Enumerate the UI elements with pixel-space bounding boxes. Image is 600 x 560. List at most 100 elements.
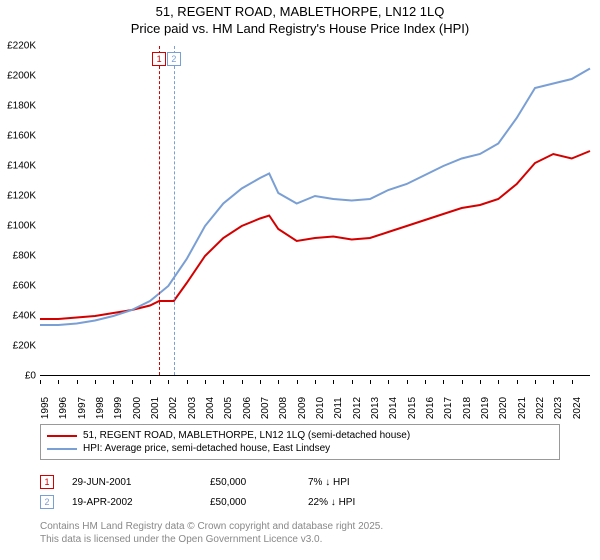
x-tick-label: 2010: [315, 397, 326, 419]
legend: 51, REGENT ROAD, MABLETHORPE, LN12 1LQ (…: [40, 424, 560, 460]
x-tick-label: 2009: [297, 397, 308, 419]
x-tick: [58, 380, 59, 384]
y-tick-label: £180K: [7, 101, 36, 112]
y-tick-label: £80K: [13, 251, 36, 262]
x-tick: [443, 380, 444, 384]
x-tick: [223, 380, 224, 384]
footer-attribution: Contains HM Land Registry data © Crown c…: [40, 520, 383, 546]
chart-container: 51, REGENT ROAD, MABLETHORPE, LN12 1LQ P…: [0, 0, 600, 560]
x-tick-label: 2003: [187, 397, 198, 419]
x-tick: [407, 380, 408, 384]
legend-label: 51, REGENT ROAD, MABLETHORPE, LN12 1LQ (…: [83, 430, 410, 441]
legend-row: HPI: Average price, semi-detached house,…: [47, 442, 553, 455]
x-tick: [132, 380, 133, 384]
data-point-row: 1 29-JUN-2001 £50,000 7% ↓ HPI: [40, 472, 560, 492]
data-point-marker: 2: [40, 495, 54, 509]
x-axis-labels: 1995 1996 1997 1998 1999 2000 2001 2002 2003 2004…: [40, 380, 590, 420]
x-tick: [572, 380, 573, 384]
x-tick-label: 1996: [58, 397, 69, 419]
x-tick-label: 2008: [278, 397, 289, 419]
x-tick: [40, 380, 41, 384]
x-tick: [553, 380, 554, 384]
x-tick: [462, 380, 463, 384]
x-tick-label: 2023: [553, 397, 564, 419]
x-tick-label: 2019: [480, 397, 491, 419]
x-tick-label: 2007: [260, 397, 271, 419]
footer-line-1: Contains HM Land Registry data © Crown c…: [40, 520, 383, 533]
x-tick: [205, 380, 206, 384]
x-tick-label: 2012: [352, 397, 363, 419]
x-tick-label: 2024: [572, 397, 583, 419]
x-tick: [77, 380, 78, 384]
x-tick-label: 2015: [407, 397, 418, 419]
x-tick: [168, 380, 169, 384]
x-tick: [480, 380, 481, 384]
legend-swatch: [47, 435, 77, 437]
y-tick-label: £20K: [13, 341, 36, 352]
x-tick: [187, 380, 188, 384]
x-tick: [150, 380, 151, 384]
x-tick-label: 1998: [95, 397, 106, 419]
data-point-pct: 7% ↓ HPI: [308, 477, 388, 488]
footer-line-2: This data is licensed under the Open Gov…: [40, 533, 383, 546]
x-tick-label: 1997: [77, 397, 88, 419]
series-line-price_paid: [40, 151, 590, 319]
data-point-marker: 1: [40, 475, 54, 489]
data-point-date: 29-JUN-2001: [72, 477, 192, 488]
x-tick: [498, 380, 499, 384]
y-tick-label: £140K: [7, 161, 36, 172]
marker-box: 1: [152, 52, 166, 66]
x-tick: [297, 380, 298, 384]
x-tick: [315, 380, 316, 384]
y-tick-label: £160K: [7, 131, 36, 142]
x-tick: [425, 380, 426, 384]
x-tick-label: 2022: [535, 397, 546, 419]
legend-label: HPI: Average price, semi-detached house,…: [83, 443, 330, 454]
x-tick-label: 2016: [425, 397, 436, 419]
x-tick-label: 2004: [205, 397, 216, 419]
y-tick-label: £60K: [13, 281, 36, 292]
x-tick-label: 2005: [223, 397, 234, 419]
data-point-table: 1 29-JUN-2001 £50,000 7% ↓ HPI 2 19-APR-2002 £…: [40, 472, 560, 512]
legend-row: 51, REGENT ROAD, MABLETHORPE, LN12 1LQ (…: [47, 429, 553, 442]
data-point-price: £50,000: [210, 477, 290, 488]
marker-vline: [174, 46, 175, 375]
y-tick-label: £120K: [7, 191, 36, 202]
title-line-1: 51, REGENT ROAD, MABLETHORPE, LN12 1LQ: [0, 4, 600, 21]
x-tick: [242, 380, 243, 384]
title-line-2: Price paid vs. HM Land Registry's House …: [0, 21, 600, 38]
x-tick-label: 2013: [370, 397, 381, 419]
y-tick-label: £200K: [7, 71, 36, 82]
x-tick-label: 2021: [517, 397, 528, 419]
x-tick-label: 1999: [113, 397, 124, 419]
x-tick-label: 2000: [132, 397, 143, 419]
x-tick-label: 2018: [462, 397, 473, 419]
x-tick-label: 2001: [150, 397, 161, 419]
x-tick: [113, 380, 114, 384]
chart-svg: [40, 46, 590, 375]
chart-plot-area: 12: [40, 46, 590, 376]
y-axis-labels: £0£20K£40K£60K£80K£100K£120K£140K£160K£1…: [0, 46, 38, 376]
y-tick-label: £220K: [7, 41, 36, 52]
x-tick: [370, 380, 371, 384]
x-tick-label: 1995: [40, 397, 51, 419]
x-tick: [260, 380, 261, 384]
x-tick-label: 2002: [168, 397, 179, 419]
x-tick: [517, 380, 518, 384]
x-tick: [95, 380, 96, 384]
x-tick-label: 2006: [242, 397, 253, 419]
y-tick-label: £0: [25, 371, 36, 382]
data-point-date: 19-APR-2002: [72, 497, 192, 508]
x-tick: [535, 380, 536, 384]
y-tick-label: £40K: [13, 311, 36, 322]
x-tick: [333, 380, 334, 384]
data-point-row: 219-APR-2002£50,00022% ↓ HPI: [40, 492, 560, 512]
x-tick: [352, 380, 353, 384]
x-tick-label: 2011: [333, 397, 344, 419]
chart-title-block: 51, REGENT ROAD, MABLETHORPE, LN12 1LQ P…: [0, 0, 600, 38]
x-tick-label: 2020: [498, 397, 509, 419]
y-tick-label: £100K: [7, 221, 36, 232]
legend-swatch: [47, 448, 77, 450]
x-tick: [278, 380, 279, 384]
data-point-pct: 22% ↓ HPI: [308, 497, 388, 508]
